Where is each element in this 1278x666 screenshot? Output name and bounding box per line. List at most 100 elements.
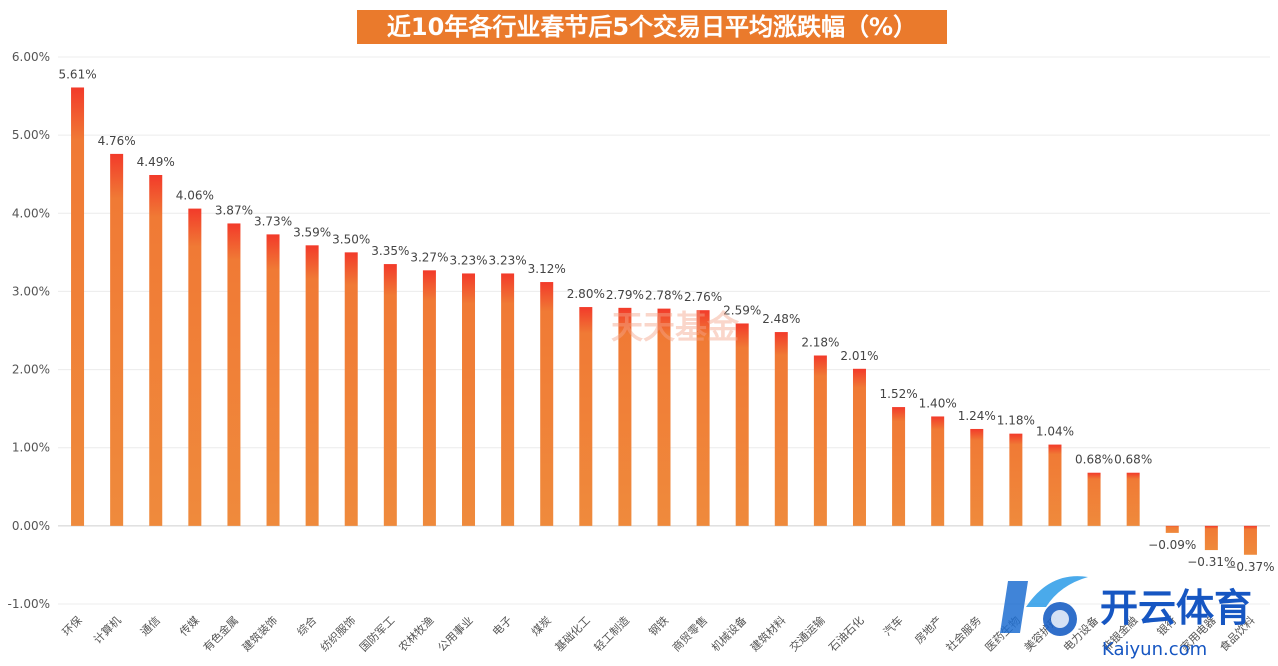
bar [462, 273, 476, 526]
brand-watermark: 开云体育 Kaiyun.com [1000, 576, 1252, 660]
bar [71, 87, 85, 526]
value-label: 2.79% [606, 288, 644, 302]
value-label: 2.01% [840, 349, 878, 363]
x-tick-label: 社会服务 [943, 613, 984, 654]
bar [1243, 525, 1257, 555]
value-label: 1.52% [880, 387, 918, 401]
x-tick-label: 机械设备 [708, 613, 749, 654]
value-label: −0.31% [1187, 555, 1235, 569]
x-tick-label: 基础化工 [552, 613, 593, 654]
chart-title: 近10年各行业春节后5个交易日平均涨跌幅（%） [357, 10, 947, 44]
bar [1009, 433, 1023, 526]
value-label: 3.50% [332, 232, 370, 246]
bar [540, 282, 554, 526]
value-label: 1.40% [919, 396, 957, 410]
value-label: 4.06% [176, 189, 214, 203]
y-tick-label: 6.00% [12, 50, 50, 64]
y-tick-label: 5.00% [12, 128, 50, 142]
x-tick-label: 公用事业 [435, 614, 475, 654]
y-tick-label: 3.00% [12, 284, 50, 298]
bar [813, 355, 827, 526]
bar [931, 416, 945, 526]
bar [1165, 525, 1179, 533]
bar [696, 310, 710, 526]
bar [1048, 444, 1062, 526]
x-tick-label: 计算机 [91, 613, 124, 646]
bar [1087, 472, 1101, 526]
value-label: 2.59% [723, 303, 761, 317]
x-tick-label: 建筑材料 [747, 613, 788, 654]
brand-logo-icon [1000, 581, 1028, 633]
x-tick-label: 轻工制造 [591, 613, 632, 654]
x-tick-label: 电子 [490, 614, 515, 639]
y-axis: 6.00% 5.00% 4.00% 3.00% 2.00% 1.00% 0.00% -1.00… [8, 50, 50, 611]
value-label: 3.12% [528, 262, 566, 276]
bar [383, 264, 397, 526]
x-tick-label: 石油石化 [826, 613, 867, 654]
value-label: 2.48% [762, 312, 800, 326]
bar [892, 407, 906, 526]
value-label: 1.18% [997, 414, 1035, 428]
x-tick-label: 有色金属 [200, 613, 241, 654]
x-tick-label: 房地产 [912, 613, 945, 646]
value-label: 0.68% [1114, 453, 1152, 467]
bar [970, 428, 984, 526]
value-label: 3.87% [215, 203, 253, 217]
value-label: 5.61% [58, 67, 96, 81]
x-tick-label: 煤炭 [529, 614, 554, 639]
watermark-center: 天天基金 [611, 308, 740, 346]
value-label: 3.23% [489, 253, 527, 267]
x-tick-label: 国防军工 [356, 613, 397, 654]
y-tick-label: 1.00% [12, 441, 50, 455]
bar [774, 332, 788, 526]
y-tick-label: -1.00% [8, 597, 50, 611]
y-tick-label: 2.00% [12, 363, 50, 377]
x-tick-label: 传媒 [177, 614, 202, 639]
bar [188, 208, 202, 526]
value-label: 4.49% [137, 155, 175, 169]
value-label: 4.76% [98, 134, 136, 148]
bar [579, 307, 593, 526]
bar [852, 368, 866, 526]
bar [1126, 472, 1140, 526]
bar [501, 273, 515, 526]
bar [227, 223, 241, 526]
value-label: 0.68% [1075, 453, 1113, 467]
x-tick-label: 汽车 [880, 613, 905, 638]
x-tick-label: 交通运输 [786, 613, 827, 654]
value-label: 2.78% [645, 289, 683, 303]
bar [149, 174, 163, 526]
value-labels: 5.61% 4.76%4.49% 4.06%3.87%3.73%3.59%3.50%… [58, 67, 1274, 573]
brand-url: Kaiyun.com [1102, 639, 1207, 660]
value-label: 3.59% [293, 225, 331, 239]
x-tick-label: 通信 [138, 614, 163, 639]
x-tick-label: 钢铁 [646, 614, 671, 639]
y-tick-label: 4.00% [12, 206, 50, 220]
x-tick-label: 农林牧渔 [396, 613, 437, 654]
value-label: 3.73% [254, 214, 292, 228]
value-label: 2.80% [567, 287, 605, 301]
x-tick-label: 纺织服饰 [317, 613, 358, 654]
bar [1204, 525, 1218, 551]
x-tick-label: 环保 [59, 613, 84, 638]
bar [735, 323, 749, 526]
value-label: 1.04% [1036, 425, 1074, 439]
brand-name-cn: 开云体育 [1100, 586, 1252, 630]
bar [305, 245, 319, 526]
bar [266, 234, 280, 526]
value-label: 2.18% [801, 336, 839, 350]
value-label: 2.76% [684, 290, 722, 304]
value-label: 3.35% [371, 244, 409, 258]
bar [344, 252, 358, 526]
x-tick-label: 综合 [294, 613, 319, 638]
x-tick-label: 商贸零售 [669, 613, 710, 654]
value-label: −0.09% [1148, 538, 1196, 552]
bar [618, 307, 632, 526]
value-label: 3.27% [410, 250, 448, 264]
bar [110, 153, 124, 526]
value-label: 3.23% [449, 253, 487, 267]
value-label: −0.37% [1226, 560, 1274, 574]
bar [657, 308, 671, 526]
bars [71, 87, 1257, 555]
bar [422, 270, 436, 526]
